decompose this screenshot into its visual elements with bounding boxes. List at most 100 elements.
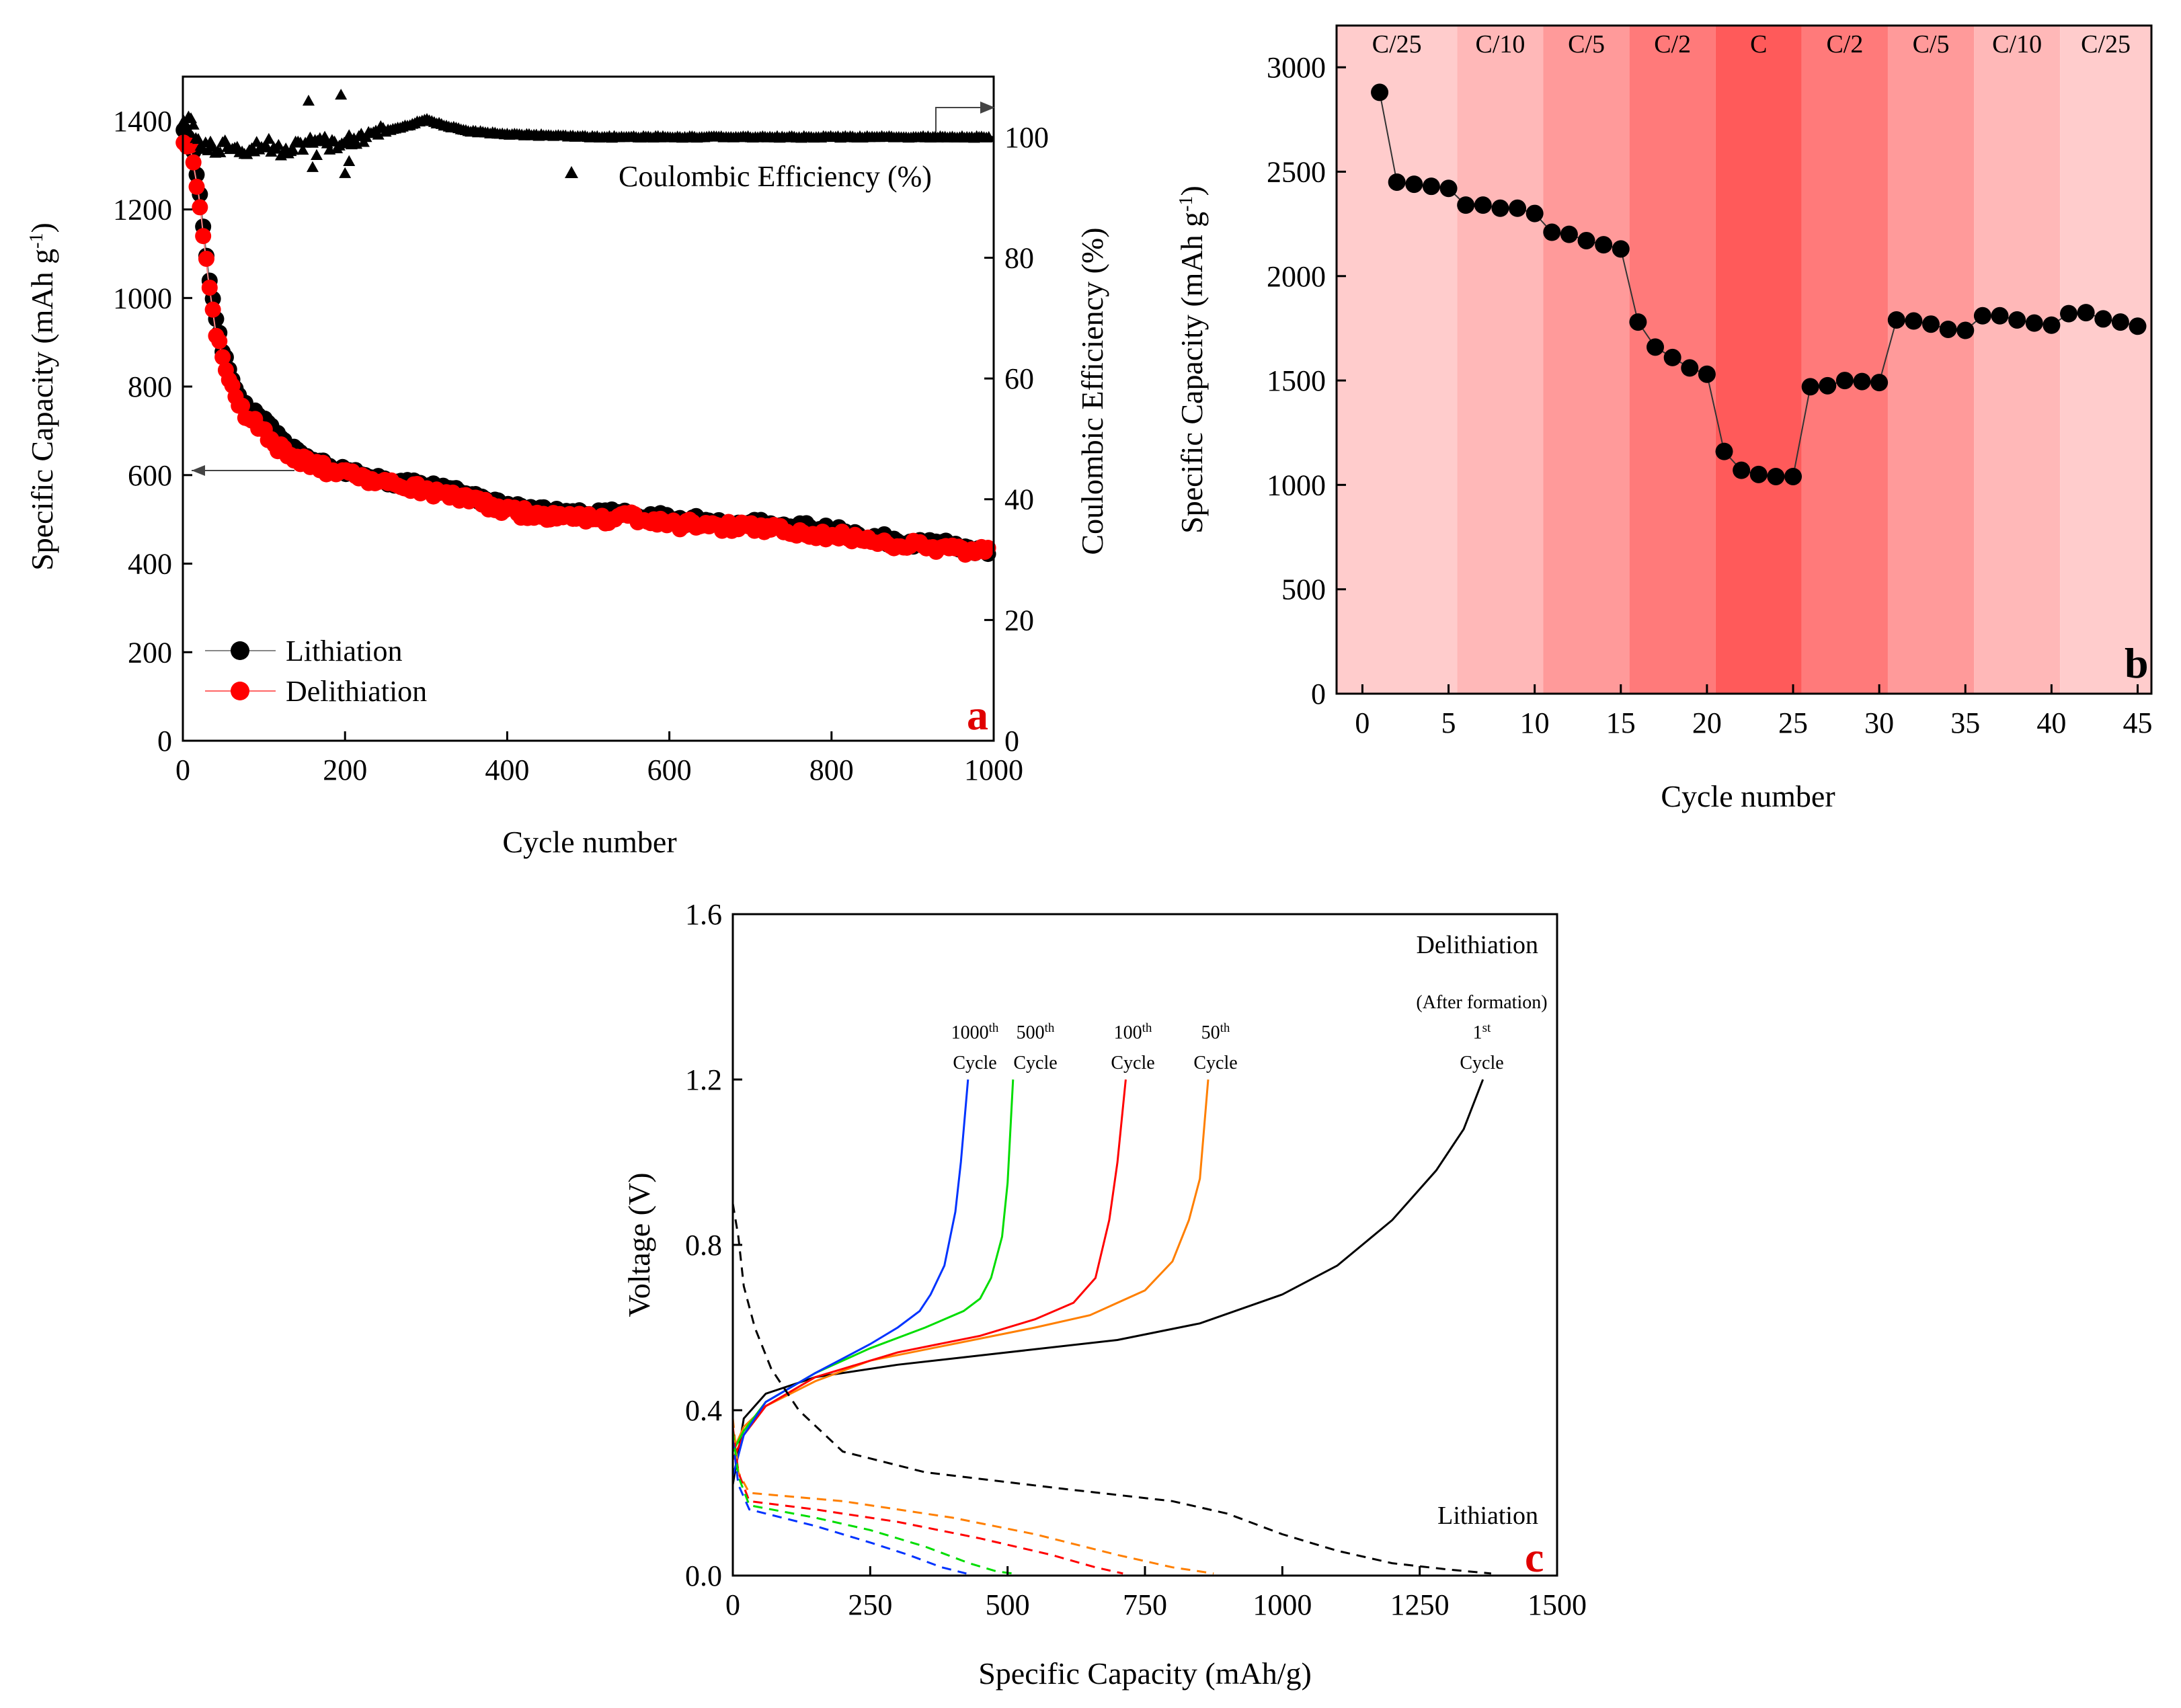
- rate-band: [2060, 26, 2151, 694]
- lithiation-annotation: Lithiation: [1437, 1502, 1538, 1530]
- y-tick-label: 0.0: [685, 1559, 722, 1592]
- rate-capability-point: [1405, 175, 1423, 194]
- y2-tick-label: 100: [1004, 121, 1049, 154]
- rate-capability-point: [1457, 196, 1475, 214]
- cycle-label-50-word: Cycle: [1193, 1053, 1237, 1073]
- cycle-label-50-num: 50: [1201, 1022, 1220, 1043]
- rate-capability-point: [1922, 315, 1940, 333]
- x-tick-label: 20: [1692, 706, 1722, 739]
- rate-capability-point: [1973, 307, 1991, 325]
- cycle-label-50-sup: th: [1220, 1021, 1230, 1035]
- rate-capability-point: [1887, 311, 1905, 329]
- panel-a-y2-ticks: 0 20 40 60 80 100: [984, 121, 1049, 758]
- x-tick-label: 200: [323, 754, 367, 786]
- cycle-label-1000-word: Cycle: [953, 1053, 996, 1073]
- panel-b-frame: [1335, 24, 2153, 695]
- panel-b-y-axis-title: Specific Capacity (mAh g-1): [1175, 186, 1209, 534]
- rate-capability-point: [1698, 365, 1716, 383]
- x-tick-label: 500: [986, 1588, 1030, 1621]
- y-tick-label: 1500: [1267, 364, 1326, 397]
- rate-capability-point: [1388, 173, 1406, 191]
- panel-a-frame: [182, 75, 995, 742]
- x-tick-label: 0: [725, 1588, 740, 1621]
- ce-point: [372, 128, 385, 140]
- panel-c: 0 250 500 750 1000 1250 1500 0.00.40.81.21.6 D…: [622, 898, 1587, 1691]
- rate-capability-point: [1733, 461, 1751, 479]
- svg-text:1st: 1st: [1473, 1021, 1491, 1044]
- y2-tick-label: 80: [1004, 241, 1034, 274]
- ce-point: [250, 136, 263, 147]
- cycle-label-100-word: Cycle: [1111, 1053, 1154, 1073]
- rate-band-label: C/2: [1826, 30, 1863, 58]
- y-tick-label: 0.4: [685, 1394, 722, 1427]
- y-tick-label: 600: [128, 459, 172, 492]
- rate-capability-point: [1681, 359, 1699, 377]
- y2-tick-label: 40: [1004, 483, 1034, 516]
- delithiation-point: [198, 251, 214, 268]
- svg-text:1000th: 1000th: [951, 1021, 999, 1044]
- panel-b-label: b: [2125, 639, 2149, 687]
- rate-capability-point: [1474, 196, 1492, 214]
- svg-text:50th: 50th: [1201, 1021, 1230, 1044]
- y-tick-label: 3000: [1267, 51, 1326, 84]
- y-tick-label: 1000: [1267, 469, 1326, 501]
- y-tick-label: 0: [1311, 678, 1326, 710]
- ce-outlier-point: [343, 155, 356, 166]
- y2-tick-label: 60: [1004, 362, 1034, 395]
- cycle-label-1000-sup: th: [989, 1021, 999, 1035]
- rate-capability-point: [2043, 316, 2061, 334]
- panel-c-x-axis-title: Specific Capacity (mAh/g): [978, 1656, 1312, 1691]
- lithiation-curve: [731, 1438, 967, 1575]
- rate-band-label: C: [1750, 30, 1767, 58]
- rate-capability-point: [1371, 83, 1389, 101]
- cycle-label-1-num: 1: [1473, 1022, 1482, 1043]
- y-tick-label: 500: [1281, 573, 1326, 606]
- rate-band: [1974, 26, 2061, 694]
- rate-capability-point: [2094, 310, 2112, 328]
- rate-band-label: C/5: [1568, 30, 1605, 58]
- rate-band-label: C/2: [1654, 30, 1691, 58]
- y2-tick-label: 0: [1004, 725, 1019, 758]
- cycle-label-50: 50th Cycle: [1193, 1021, 1237, 1074]
- delithiation-point: [201, 279, 218, 296]
- rate-capability-point: [1543, 223, 1561, 241]
- panel-a-y-ticks: 0 200 400 600 800 1000 1200 1400: [113, 105, 192, 758]
- x-tick-label: 5: [1441, 706, 1456, 739]
- delithiation-point: [234, 397, 251, 414]
- rate-capability-point: [2060, 304, 2078, 323]
- lithiation-curve: [731, 1426, 1123, 1575]
- cycle-label-500-sup: th: [1045, 1021, 1055, 1035]
- x-tick-label: 1250: [1390, 1588, 1450, 1621]
- rate-capability-point: [1801, 378, 1819, 396]
- rate-band: [1337, 26, 1458, 694]
- x-tick-label: 0: [1355, 706, 1370, 739]
- rate-capability-point: [1991, 307, 2009, 325]
- panel-b-y-axis-title-close: ): [1175, 186, 1209, 196]
- delithiation-point: [980, 540, 996, 557]
- panel-a-left-axis-arrowhead: [192, 465, 205, 476]
- panel-a-marks: [175, 88, 996, 563]
- cycle-label-100-num: 100: [1114, 1022, 1142, 1043]
- cycle-label-500-word: Cycle: [1013, 1053, 1057, 1073]
- rate-capability-point: [1749, 465, 1768, 483]
- ce-point: [262, 132, 275, 144]
- panel-a: 0 200 400 600 800 1000 0200400600800100012001…: [25, 75, 1109, 859]
- rate-capability-point: [1577, 231, 1595, 249]
- panel-b-rate-bands: C/25 C/10 C/5 C/2 C C/2 C/5 C/10 C/25: [1337, 26, 2151, 694]
- rate-capability-point: [1870, 374, 1889, 392]
- ce-legend-marker: [565, 166, 578, 178]
- rate-capability-point: [1767, 467, 1785, 485]
- cycle-label-500-num: 500: [1017, 1022, 1045, 1043]
- y-tick-label: 2500: [1267, 155, 1326, 188]
- panel-a-y2-axis-title: Coulombic Efficiency (%): [1075, 227, 1109, 555]
- y-tick-label: 1000: [113, 282, 172, 315]
- y-tick-label: 0: [157, 725, 172, 758]
- lithiation-curve: [731, 1418, 1214, 1575]
- y-tick-label: 1400: [113, 105, 172, 138]
- delithiation-point: [195, 228, 212, 245]
- panel-a-legend: Lithiation Delithiation: [205, 635, 427, 708]
- panel-a-y-axis-title-sup: -1: [26, 233, 47, 248]
- lithiation-curve: [731, 1203, 1492, 1575]
- rate-band: [1715, 26, 1802, 694]
- panel-a-x-axis-title: Cycle number: [502, 825, 676, 859]
